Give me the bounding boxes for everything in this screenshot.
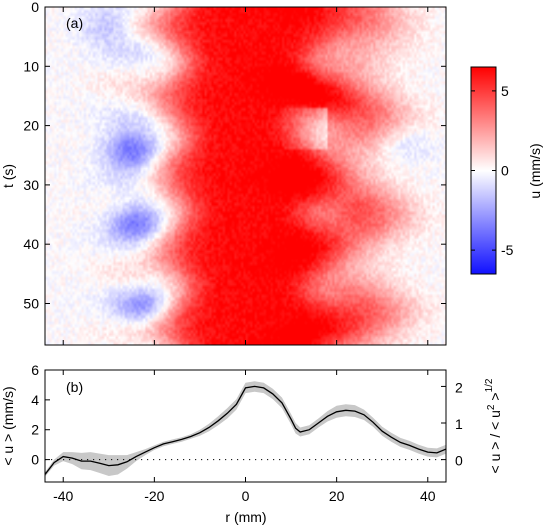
heatmap-y-tick-label: 40 xyxy=(23,236,39,252)
heatmap-y-ticks: 0 10 20 30 40 50 xyxy=(23,0,446,311)
mean-velocity-line xyxy=(45,385,446,475)
right-label-lead: < u > / < u xyxy=(487,410,503,473)
right-label-mid: > xyxy=(487,392,503,404)
heatmap-image xyxy=(45,7,446,345)
profile-x-ticks: -40 -20 0 20 40 xyxy=(53,370,436,504)
profile-right-y-tick-label: 2 xyxy=(455,379,463,395)
profile-x-tick-label: 0 xyxy=(242,488,250,504)
profile-x-tick-label: -20 xyxy=(144,488,164,504)
colorbar-ticks: 5 0 -5 xyxy=(471,83,514,258)
profile-right-y-label: < u > / < u2 >1/2 xyxy=(484,378,503,473)
heatmap-x-ticks xyxy=(62,7,429,345)
heatmap-y-tick-label: 20 xyxy=(23,118,39,134)
profile-x-label: r (mm) xyxy=(225,509,266,525)
heatmap-y-tick-label: 10 xyxy=(23,58,39,74)
colorbar-tick-label: -5 xyxy=(501,242,514,258)
panel-a-tag: (a) xyxy=(66,15,83,31)
profile-y-label: < u > (mm/s) xyxy=(0,386,16,465)
profile-x-tick-label: 20 xyxy=(329,488,345,504)
profile-y-tick-label: 4 xyxy=(31,392,39,408)
panel-b-tag: (b) xyxy=(66,379,83,395)
heatmap-panel: 0 10 20 30 40 50 (a) t (s) xyxy=(0,0,447,346)
profile-right-y-tick-label: 1 xyxy=(455,416,463,432)
profile-y-tick-label: 0 xyxy=(31,452,39,468)
uncertainty-band xyxy=(45,381,446,477)
profile-y-tick-label: 2 xyxy=(31,422,39,438)
colorbar-gradient xyxy=(470,66,497,275)
profile-right-y-ticks: 0 1 2 xyxy=(441,379,463,469)
colorbar-tick-label: 0 xyxy=(501,163,509,179)
colorbar: 5 0 -5 u (mm/s) xyxy=(470,66,543,275)
heatmap-y-tick-label: 0 xyxy=(31,0,39,15)
colorbar-tick-label: 5 xyxy=(501,83,509,99)
right-label-exp2: 2 xyxy=(486,404,497,410)
colorbar-label: u (mm/s) xyxy=(527,143,543,198)
heatmap-y-tick-label: 50 xyxy=(23,295,39,311)
profile-right-y-tick-label: 0 xyxy=(455,453,463,469)
profile-x-tick-label: 40 xyxy=(420,488,436,504)
profile-y-ticks: 0 2 4 6 xyxy=(31,362,50,468)
profile-y-tick-label: 6 xyxy=(31,362,39,378)
right-label-exp-half: 1/2 xyxy=(484,378,495,392)
mean-profile-panel: -40 -20 0 20 40 0 2 4 6 0 1 2 (b) r (mm) < u > (m… xyxy=(0,362,503,525)
heatmap-y-tick-label: 30 xyxy=(23,177,39,193)
heatmap-y-label: t (s) xyxy=(0,164,16,188)
profile-x-tick-label: -40 xyxy=(53,488,73,504)
